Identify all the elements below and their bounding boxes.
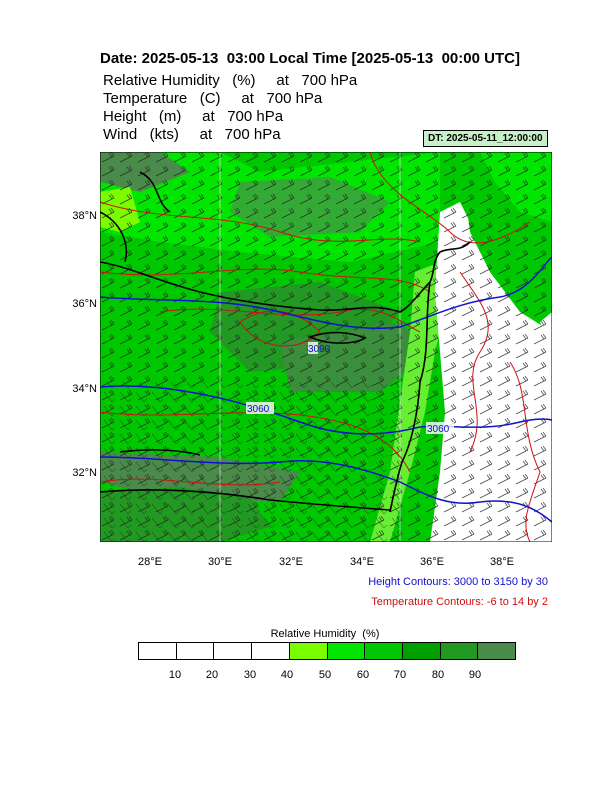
colorbar-swatch [139, 643, 177, 659]
height-contour-legend: Height Contours: 3000 to 3150 by 30 [368, 576, 548, 588]
colorbar-label: 30 [243, 669, 257, 681]
dt-badge: DT: 2025-05-11_12:00:00 [423, 130, 548, 147]
height-label-3090: 3090 [308, 344, 331, 355]
coastline-cyprus [307, 331, 367, 344]
temp-contour [159, 308, 421, 333]
field-wind: Wind (kts) at 700 hPa [103, 126, 281, 143]
lat-label-36n: 36°N [72, 298, 97, 310]
colorbar-label: 80 [431, 669, 445, 681]
height-label-3060-mid: 3060 [247, 404, 270, 415]
colorbar-swatch [252, 643, 290, 659]
colorbar-swatch [289, 643, 328, 659]
lat-label-32n: 32°N [72, 467, 97, 479]
temp-contour [239, 310, 321, 347]
temp-contour [100, 268, 431, 293]
height-contour-3060-south [100, 456, 552, 523]
coastline-levant [389, 281, 431, 513]
colorbar [138, 642, 516, 660]
coastlines [100, 171, 471, 513]
colorbar-swatch [402, 643, 441, 659]
colorbar-swatch [214, 643, 253, 659]
temp-contour [100, 478, 281, 486]
lon-label-38e: 38°E [490, 556, 514, 568]
temp-contour [100, 201, 421, 243]
lon-label-34e: 34°E [350, 556, 374, 568]
temp-contour [459, 271, 489, 453]
lon-label-36e: 36°E [420, 556, 444, 568]
colorbar-label: 50 [318, 669, 332, 681]
height-contour-3060-mid [100, 385, 552, 435]
coastline-crete [119, 449, 201, 456]
coastline-aegean [100, 171, 171, 263]
coastline-egypt [100, 489, 391, 511]
lon-label-30e: 30°E [208, 556, 232, 568]
field-relative-humidity: Relative Humidity (%) at 700 hPa [103, 72, 358, 89]
colorbar-swatch [478, 643, 516, 659]
field-list: Relative Humidity (%) at 700 hPa Tempera… [103, 72, 357, 144]
temp-contour [369, 152, 531, 244]
chart-title: Date: 2025-05-13 03:00 Local Time [2025-… [100, 50, 520, 67]
lat-label-34n: 34°N [72, 383, 97, 395]
colorbar-swatch [327, 643, 366, 659]
colorbar-label: 20 [205, 669, 219, 681]
field-height: Height (m) at 700 hPa [103, 108, 284, 125]
colorbar-swatch [365, 643, 403, 659]
colorbar-label: 10 [168, 669, 182, 681]
coastline-anatolia [100, 241, 471, 313]
field-temperature: Temperature (C) at 700 hPa [103, 90, 323, 107]
colorbar-title: Relative Humidity (%) [270, 628, 380, 640]
temperature-contour-legend: Temperature Contours: -6 to 14 by 2 [371, 596, 548, 608]
lon-label-28e: 28°E [138, 556, 162, 568]
lon-label-32e: 32°E [279, 556, 303, 568]
colorbar-swatch [440, 643, 479, 659]
colorbar-label: 70 [393, 669, 407, 681]
colorbar-label: 90 [468, 669, 482, 681]
temp-contour [509, 361, 541, 542]
height-contour-3090 [100, 256, 552, 330]
height-label-3060-south: 3060 [427, 424, 450, 435]
colorbar-label: 40 [280, 669, 294, 681]
colorbar-label: 60 [356, 669, 370, 681]
colorbar-swatch [176, 643, 215, 659]
height-contours [100, 256, 552, 523]
weather-map: 3090 3060 3060 [100, 152, 552, 542]
temp-contour [100, 411, 411, 473]
lat-label-38n: 38°N [72, 210, 97, 222]
temperature-contours [100, 152, 541, 542]
